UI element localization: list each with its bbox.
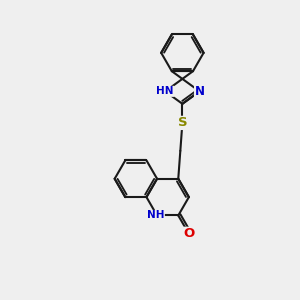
Text: HN: HN bbox=[157, 86, 174, 96]
Text: O: O bbox=[183, 227, 194, 240]
Text: S: S bbox=[178, 116, 187, 129]
Text: NH: NH bbox=[147, 211, 164, 220]
Text: N: N bbox=[194, 85, 205, 98]
